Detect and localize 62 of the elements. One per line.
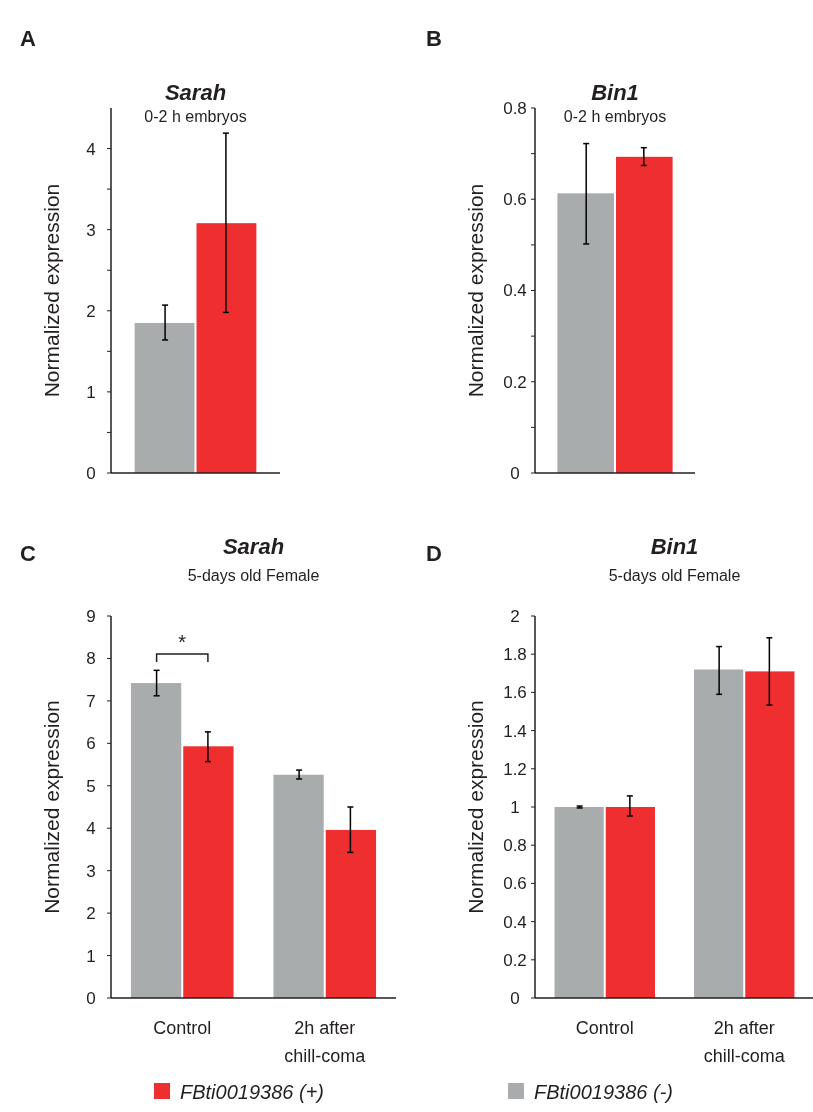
y-tick-label: 8: [86, 649, 96, 669]
y-tick-label: 1: [86, 382, 96, 402]
y-tick-label: 0.4: [503, 281, 527, 301]
y-tick-label: 2: [510, 606, 520, 626]
bar: [554, 807, 604, 998]
y-tick-label: 1.6: [503, 683, 527, 703]
bar: [183, 746, 234, 998]
y-tick-label: 2: [86, 904, 96, 924]
y-axis-title: Normalized expression: [464, 700, 487, 914]
y-tick-label: 6: [86, 734, 96, 754]
y-tick-label: 3: [86, 220, 96, 240]
text: B: [426, 26, 442, 51]
chart-subtitle: 5-days old Female: [187, 567, 320, 584]
y-axis-title: Normalized expression: [464, 183, 487, 398]
text: C: [20, 541, 36, 566]
y-tick-label: 1: [86, 946, 96, 966]
y-tick-label: 0.4: [503, 912, 527, 932]
y-axis-title: Normalized expression: [40, 183, 63, 398]
chart-title: Bin1: [591, 80, 639, 105]
y-tick-label: 2: [86, 301, 96, 321]
y-tick-label: 9: [86, 606, 96, 626]
text: A: [20, 26, 36, 51]
legend-label: FBti0019386 (+): [180, 1081, 324, 1103]
x-tick-label: Control: [153, 1018, 212, 1038]
x-tick-label: 2h after chill-coma: [284, 1018, 367, 1066]
y-tick-label: 0.6: [503, 190, 527, 210]
bar: [273, 774, 324, 998]
y-tick-label: 0: [86, 463, 96, 483]
y-tick-label: 0: [510, 463, 520, 483]
chart-title: Sarah: [164, 80, 227, 105]
y-tick-label: 0.2: [503, 950, 527, 970]
y-tick-label: 1.2: [503, 759, 527, 779]
y-tick-label: 0.8: [503, 98, 527, 118]
chart-subtitle: 0-2 h embryos: [144, 108, 247, 125]
y-tick-label: 3: [86, 861, 96, 881]
y-tick-label: 4: [86, 139, 96, 159]
bar: [325, 829, 377, 998]
y-tick-label: 0: [510, 988, 520, 1008]
y-tick-label: 1.8: [503, 645, 527, 665]
x-tick-label: Control: [575, 1018, 634, 1038]
y-tick-label: 1: [510, 797, 520, 817]
bar: [745, 671, 795, 998]
bar: [694, 669, 744, 998]
y-axis-title: Normalized expression: [40, 700, 63, 914]
y-tick-label: 0: [86, 988, 96, 1008]
chart-title: Bin1: [650, 534, 699, 559]
y-tick-label: 1.4: [503, 721, 527, 741]
bar: [130, 683, 182, 998]
y-tick-label: 0.6: [503, 874, 527, 894]
y-tick-label: 0.2: [503, 372, 527, 392]
x-tick-label: 2h after chill-coma: [703, 1018, 786, 1066]
y-tick-label: 5: [86, 776, 96, 796]
chart-subtitle: 0-2 h embryos: [563, 108, 667, 125]
annotation: *: [178, 631, 187, 653]
legend-label: FBti0019386 (-): [534, 1081, 673, 1103]
bar: [605, 807, 655, 998]
chart-subtitle: 5-days old Female: [608, 567, 741, 584]
y-tick-label: 4: [86, 819, 96, 839]
chart-title: Sarah: [222, 534, 285, 559]
text: D: [426, 541, 442, 566]
y-tick-label: 0.8: [503, 836, 527, 856]
y-tick-label: 7: [86, 691, 96, 711]
